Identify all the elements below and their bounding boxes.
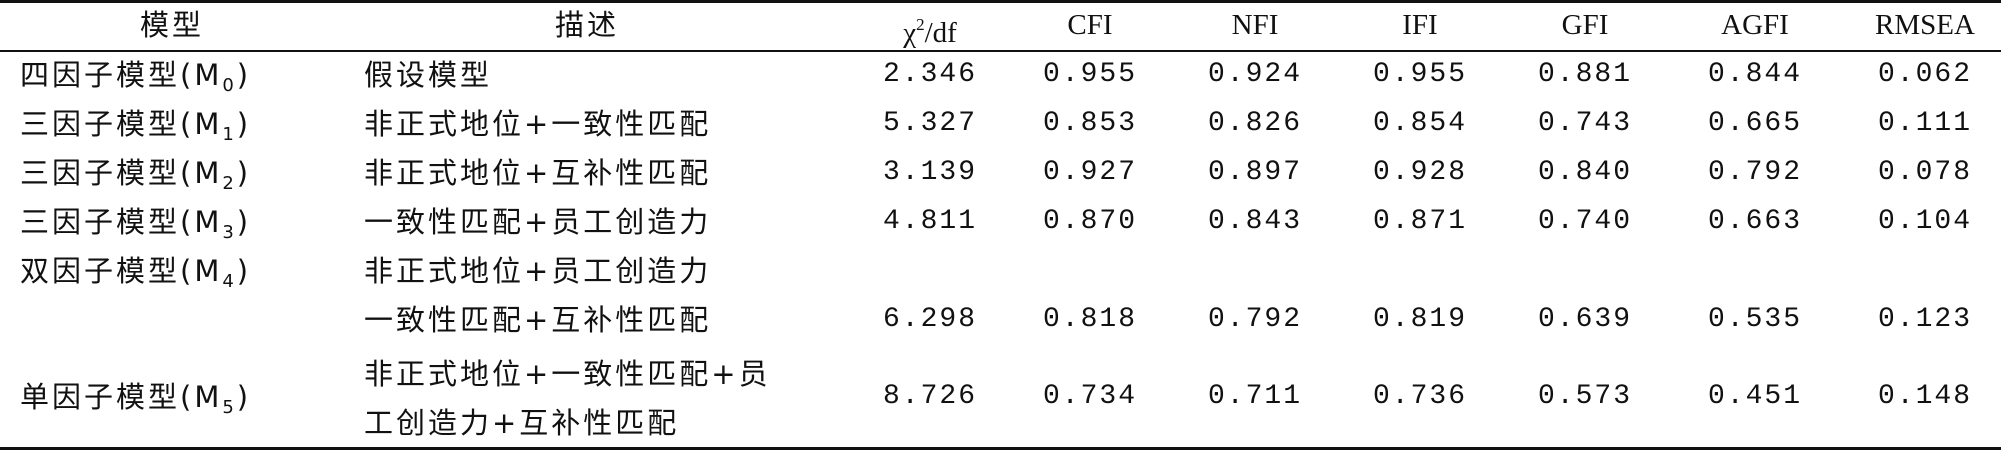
table-row-model: 三因子模型(M3) xyxy=(20,205,252,243)
table-cell-nfi: 0.843 xyxy=(1207,206,1302,237)
table-cell-gfi: 0.740 xyxy=(1537,206,1632,237)
table-cell-rmsea: 0.104 xyxy=(1877,206,1972,237)
table-cell-agfi: 0.663 xyxy=(1707,206,1802,237)
table-row-description: 一致性匹配+员工创造力 xyxy=(364,205,712,239)
table-cell-rmsea: 0.062 xyxy=(1877,59,1972,90)
table-row-description-line2: 一致性匹配+互补性匹配 xyxy=(364,303,712,337)
header-gfi: GFI xyxy=(1561,9,1609,41)
table-cell-rmsea: 0.111 xyxy=(1877,108,1972,139)
table-cell-cfi: 0.955 xyxy=(1042,59,1137,90)
table-row-model: 单因子模型(M5) xyxy=(20,380,252,418)
table-cell-gfi: 0.743 xyxy=(1537,108,1632,139)
table-cell-nfi: 0.924 xyxy=(1207,59,1302,90)
table-row-description: 非正式地位+员工创造力 xyxy=(364,254,712,288)
table-row-description: 假设模型 xyxy=(364,58,493,92)
table-cell-gfi: 0.639 xyxy=(1537,304,1632,335)
bottom-rule xyxy=(0,447,2001,450)
table-row-description-line2: 工创造力+互补性匹配 xyxy=(364,406,680,440)
table-cell-gfi: 0.840 xyxy=(1537,157,1632,188)
table-row-description: 非正式地位+互补性匹配 xyxy=(364,156,712,190)
table-cell-cfi: 0.927 xyxy=(1042,157,1137,188)
table-cell-chi: 5.327 xyxy=(882,108,977,139)
table-cell-ifi: 0.854 xyxy=(1372,108,1467,139)
table-cell-cfi: 0.853 xyxy=(1042,108,1137,139)
table-cell-chi: 6.298 xyxy=(882,304,977,335)
table-row-model: 双因子模型(M4) xyxy=(20,254,252,292)
table-cell-cfi: 0.870 xyxy=(1042,206,1137,237)
table-cell-nfi: 0.826 xyxy=(1207,108,1302,139)
table-cell-cfi: 0.818 xyxy=(1042,304,1137,335)
table-cell-agfi: 0.451 xyxy=(1707,381,1802,412)
header-rmsea: RMSEA xyxy=(1875,9,1975,41)
table-row-description: 非正式地位+一致性匹配 xyxy=(364,107,712,141)
table-cell-ifi: 0.928 xyxy=(1372,157,1467,188)
table-cell-rmsea: 0.148 xyxy=(1877,381,1972,412)
table-cell-nfi: 0.897 xyxy=(1207,157,1302,188)
header-cfi: CFI xyxy=(1067,9,1113,41)
table-cell-chi: 4.811 xyxy=(882,206,977,237)
header-nfi: NFI xyxy=(1231,9,1279,41)
table-cell-ifi: 0.955 xyxy=(1372,59,1467,90)
table-cell-gfi: 0.573 xyxy=(1537,381,1632,412)
header-agfi: AGFI xyxy=(1721,9,1789,41)
table-cell-rmsea: 0.078 xyxy=(1877,157,1972,188)
table-cell-cfi: 0.734 xyxy=(1042,381,1137,412)
table-row-model: 四因子模型(M0) xyxy=(20,58,252,96)
table-row-model: 三因子模型(M2) xyxy=(20,156,252,194)
top-rule xyxy=(0,0,2001,3)
table-cell-agfi: 0.665 xyxy=(1707,108,1802,139)
table-row-description: 非正式地位+一致性匹配+员 xyxy=(364,357,771,391)
header-ifi: IFI xyxy=(1402,9,1438,41)
table-cell-rmsea: 0.123 xyxy=(1877,304,1972,335)
header-description: 描述 xyxy=(555,8,620,42)
table-cell-ifi: 0.736 xyxy=(1372,381,1467,412)
table-cell-chi: 3.139 xyxy=(882,157,977,188)
table-row-model: 三因子模型(M1) xyxy=(20,107,252,145)
table-cell-nfi: 0.792 xyxy=(1207,304,1302,335)
table-cell-agfi: 0.792 xyxy=(1707,157,1802,188)
table-cell-chi: 2.346 xyxy=(882,59,977,90)
table-cell-ifi: 0.819 xyxy=(1372,304,1467,335)
table-cell-agfi: 0.535 xyxy=(1707,304,1802,335)
header-chi-square-df: χ2/df xyxy=(903,15,957,49)
table-cell-nfi: 0.711 xyxy=(1207,381,1302,412)
header-model: 模型 xyxy=(140,8,205,42)
table-cell-ifi: 0.871 xyxy=(1372,206,1467,237)
table-cell-agfi: 0.844 xyxy=(1707,59,1802,90)
header-rule xyxy=(0,50,2001,52)
table-cell-chi: 8.726 xyxy=(882,381,977,412)
table-cell-gfi: 0.881 xyxy=(1537,59,1632,90)
